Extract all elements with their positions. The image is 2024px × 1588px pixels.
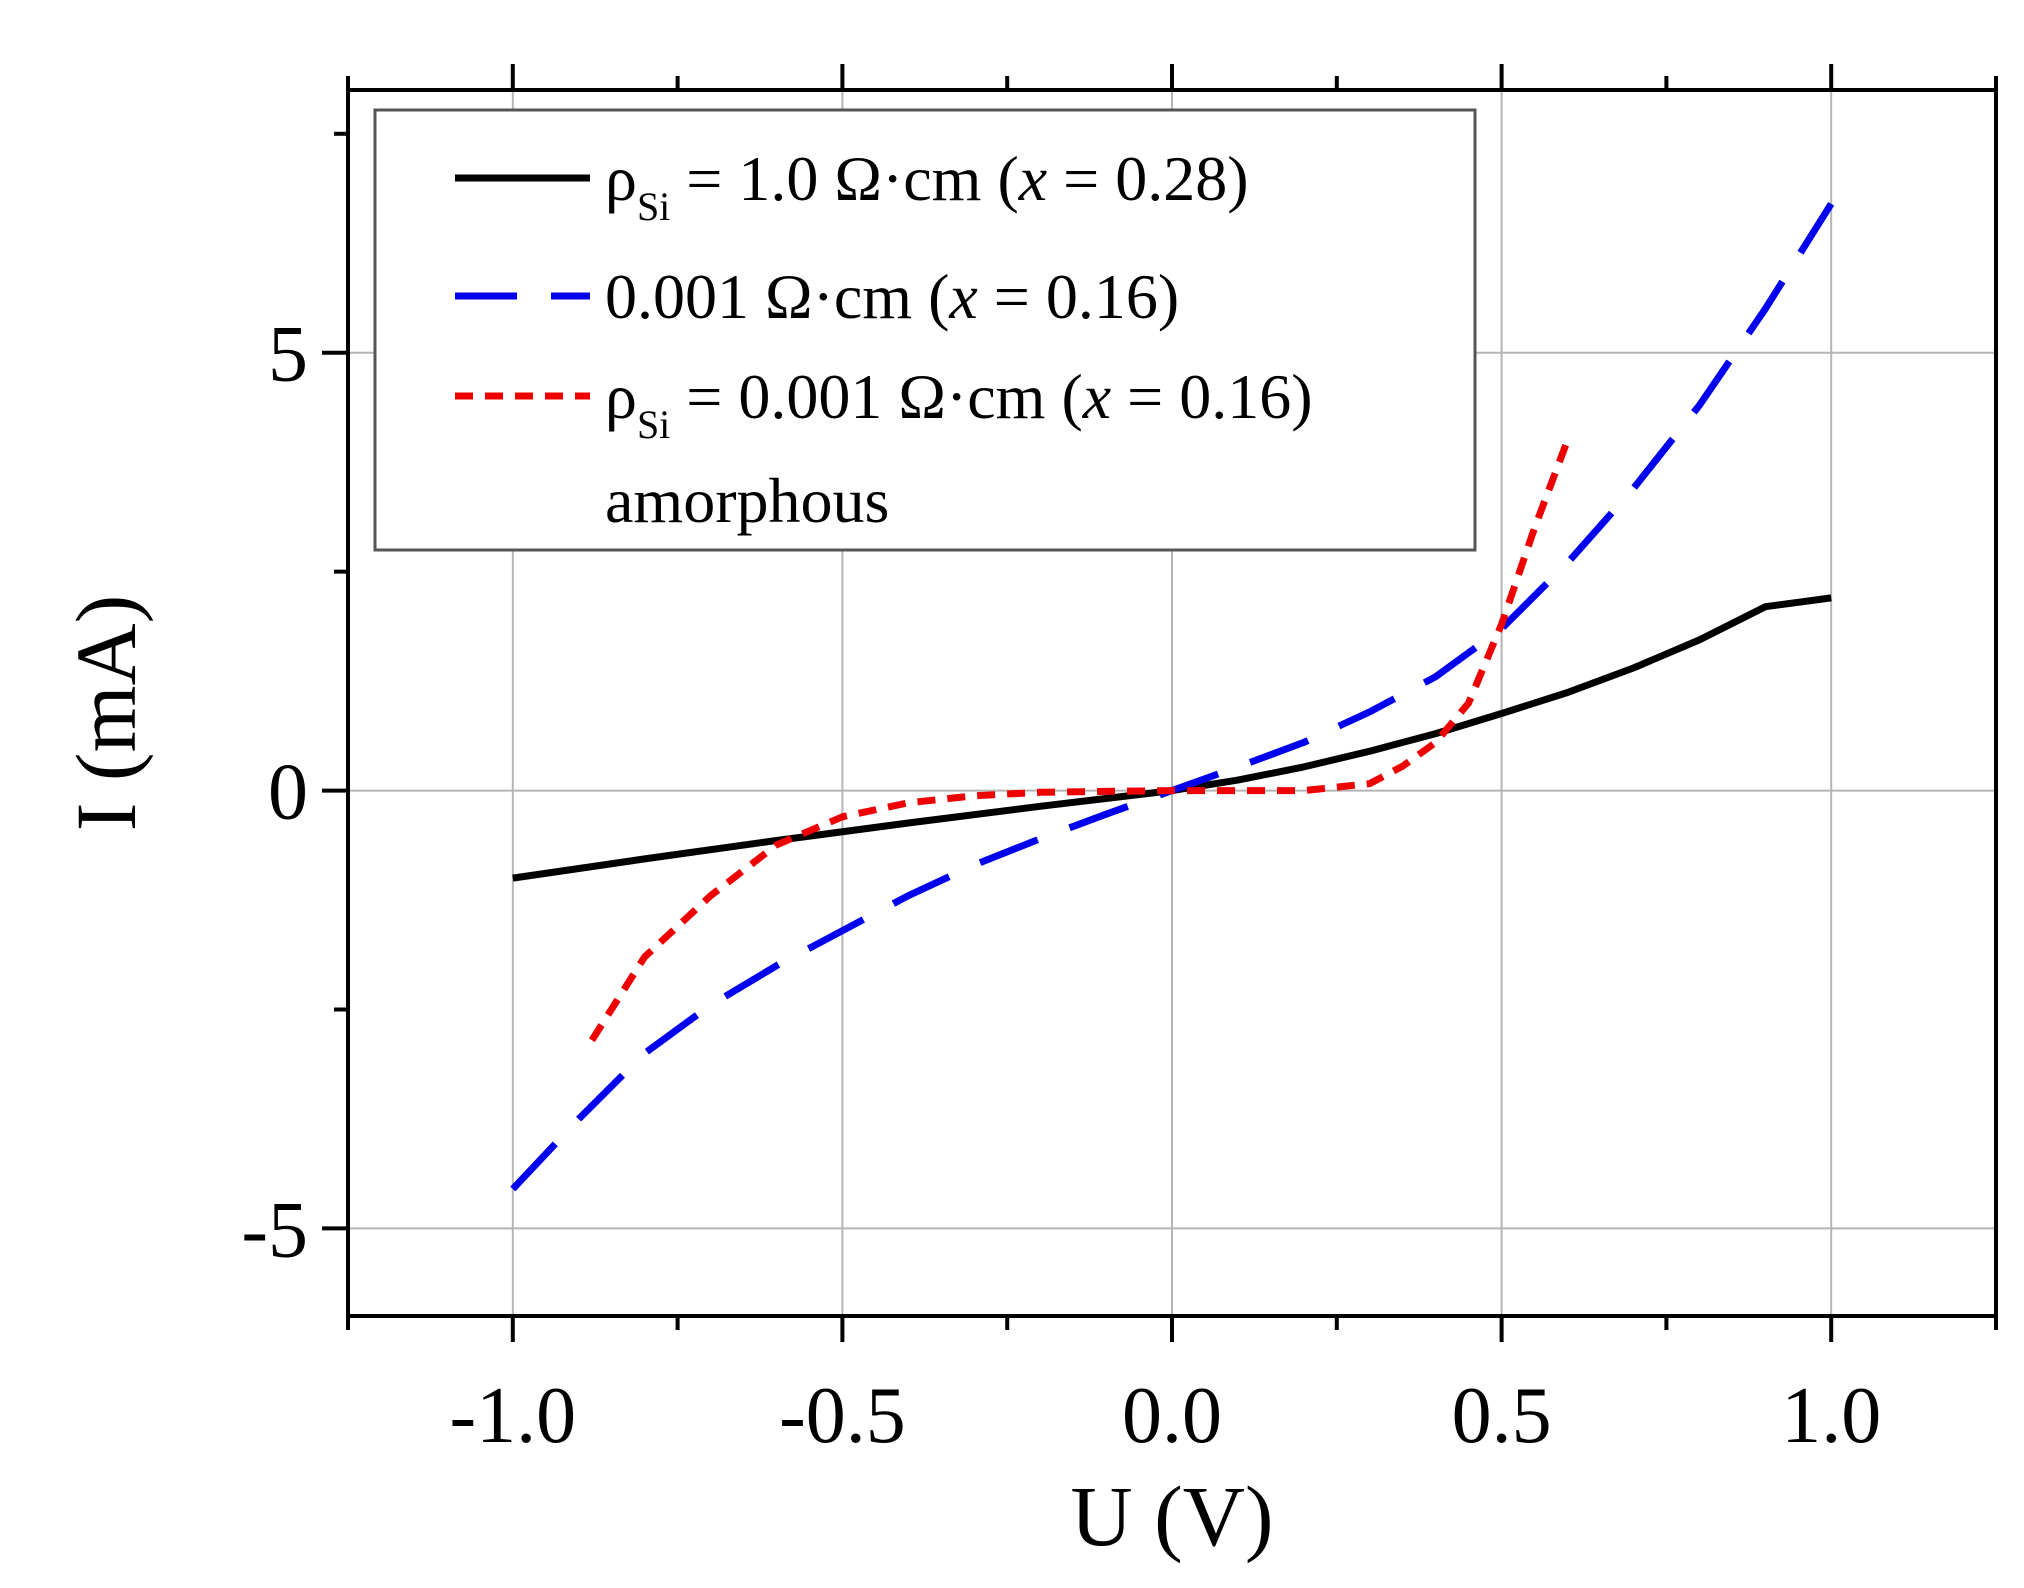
series-line-1 — [512, 594, 1832, 882]
y-axis-title: I (mA) — [58, 595, 154, 831]
x-tick-label: 0.0 — [1122, 1372, 1222, 1460]
legend: ρSi = 1.0 Ω·cm (x = 0.28) 0.001 Ω·cm (x =… — [373, 108, 1477, 552]
x-tick-label: 0.5 — [1452, 1372, 1552, 1460]
series-line-3 — [588, 439, 1571, 1043]
y-tick-label: 0 — [268, 749, 308, 837]
legend-label-3: ρSi = 0.001 Ω·cm (x = 0.16) — [605, 361, 1313, 447]
legend-box — [373, 108, 1477, 552]
x-tick-label: -0.5 — [779, 1372, 906, 1460]
x-axis-title: U (V) — [1071, 1468, 1274, 1564]
y-tick-label: -5 — [241, 1186, 308, 1274]
y-tick-label: 5 — [268, 311, 308, 399]
legend-label-2: 0.001 Ω·cm (x = 0.16) — [605, 261, 1179, 332]
series-layer — [510, 201, 1835, 1192]
legend-label-3-line2: amorphous — [605, 465, 889, 536]
axis-labels: -1.0 -0.5 0.0 0.5 1.0 -5 0 5 U (V) I (mA) — [58, 311, 1881, 1564]
axes — [322, 64, 1998, 1342]
x-tick-label: -1.0 — [449, 1372, 576, 1460]
x-tick-label: 1.0 — [1781, 1372, 1881, 1460]
legend-label-1: ρSi = 1.0 Ω·cm (x = 0.28) — [605, 143, 1249, 229]
